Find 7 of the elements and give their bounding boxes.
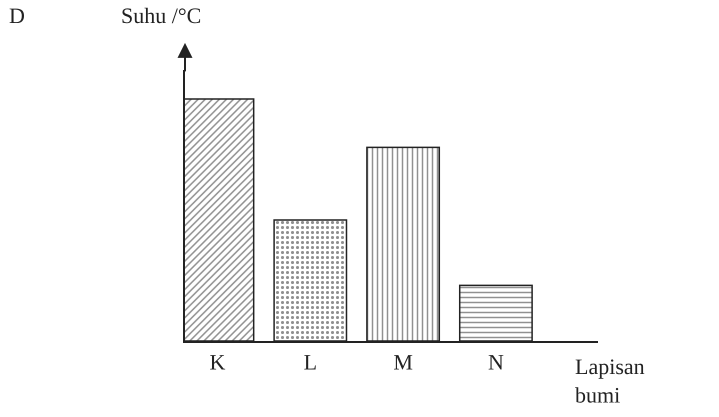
y-axis-title: Suhu /°C [121,3,202,28]
x-tick-label: N [488,349,504,374]
x-axis-title: Lapisan bumi [575,354,645,408]
x-tick-label: M [393,349,413,374]
x-tick-label: L [304,349,318,374]
chart-title: D [9,3,25,28]
x-tick-label: K [210,349,226,374]
